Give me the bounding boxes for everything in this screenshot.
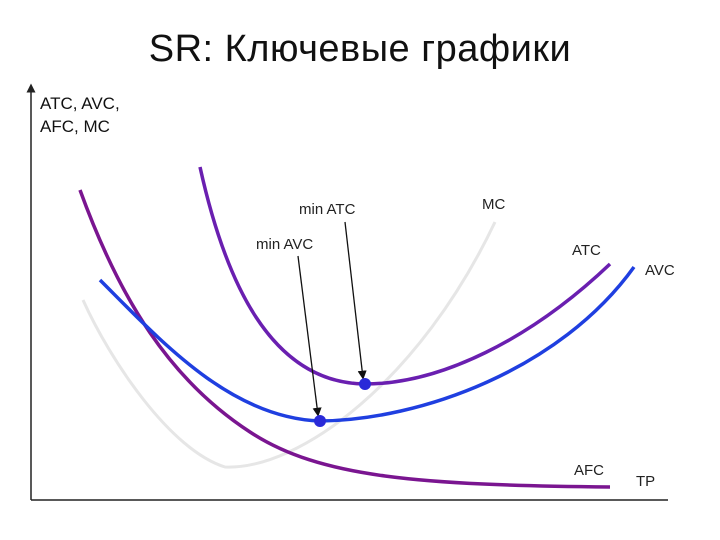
min-avc-point (314, 415, 326, 427)
afc-label: AFC (574, 462, 604, 479)
min-avc-pointer (297, 255, 322, 417)
avc-curve (98, 265, 636, 423)
atc-curve (198, 166, 612, 386)
min-atc-point (359, 378, 371, 390)
avc-label: AVC (645, 262, 675, 279)
min-avc-label: min AVC (256, 236, 314, 253)
atc-label: ATC (572, 242, 601, 259)
mc-curve (81, 221, 497, 469)
afc-curve (78, 189, 611, 489)
y-axis-label: ATC, AVC, AFC, MC (40, 94, 120, 136)
slide-title: SR: Ключевые графики (148, 28, 572, 70)
mc-label: MC (482, 196, 506, 213)
min-atc-label: min ATC (299, 201, 356, 218)
x-axis-label: TP (636, 473, 656, 490)
min-atc-pointer (344, 221, 367, 380)
